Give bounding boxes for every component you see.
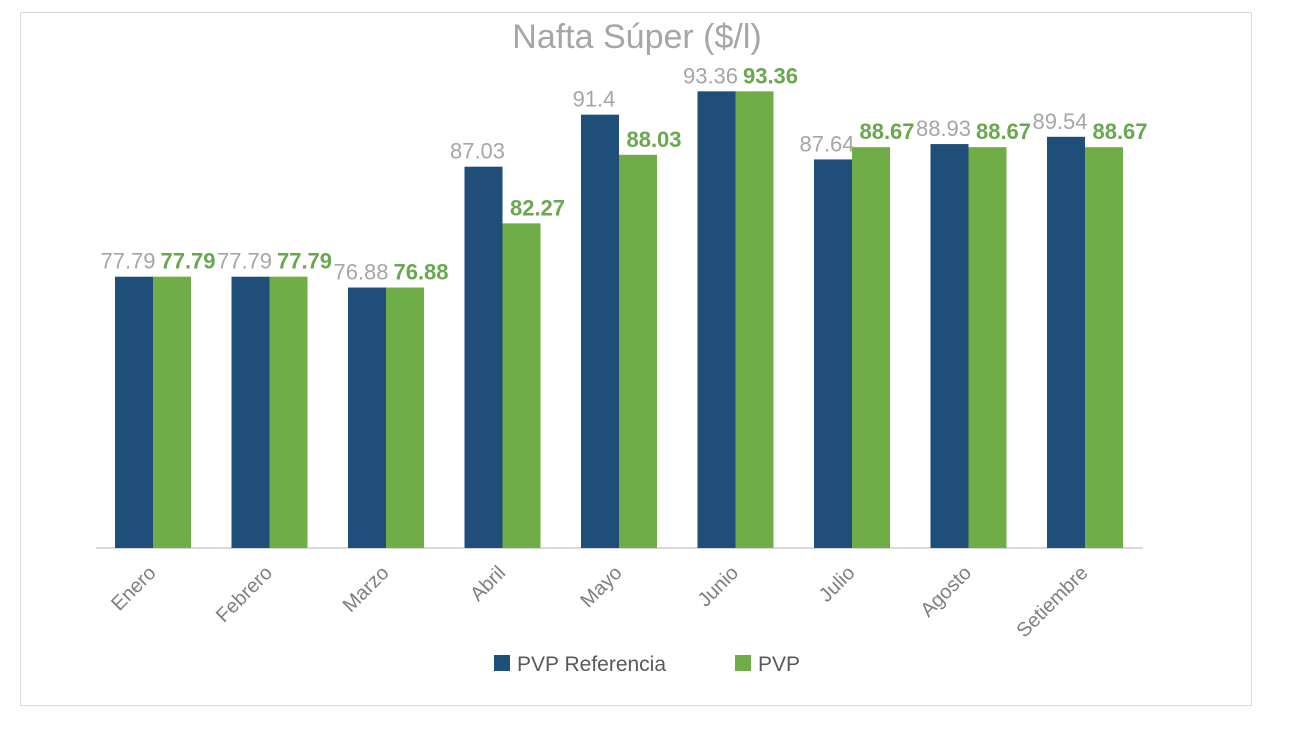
data-label-pvp-mayo: 88.03 bbox=[626, 127, 681, 152]
bar-pvp-setiembre bbox=[1085, 147, 1123, 548]
category-label-setiembre: Setiembre bbox=[1013, 562, 1093, 642]
bar-pvp-julio bbox=[852, 147, 890, 548]
data-label-pvp-referencia-agosto: 88.93 bbox=[916, 116, 971, 141]
category-label-marzo: Marzo bbox=[339, 562, 394, 617]
bar-pvp-referencia-junio bbox=[697, 91, 736, 548]
category-label-junio: Junio bbox=[694, 562, 743, 611]
category-label-agosto: Agosto bbox=[916, 562, 976, 622]
data-label-pvp-abril: 82.27 bbox=[510, 195, 565, 220]
bar-pvp-referencia-julio bbox=[814, 159, 852, 548]
bar-pvp-enero bbox=[153, 276, 191, 548]
legend-label-pvp: PVP bbox=[758, 653, 800, 676]
bar-pvp-referencia-marzo bbox=[348, 287, 386, 548]
bar-pvp-agosto bbox=[968, 147, 1007, 548]
bar-pvp-abril bbox=[502, 223, 541, 548]
bars-group bbox=[115, 91, 1123, 549]
category-label-enero: Enero bbox=[107, 562, 160, 615]
category-label-febrero: Febrero bbox=[212, 562, 277, 627]
legend-swatch-pvp bbox=[735, 655, 751, 671]
bar-pvp-referencia-abril bbox=[464, 166, 503, 548]
category-label-mayo: Mayo bbox=[576, 562, 626, 612]
data-label-pvp-marzo: 76.88 bbox=[393, 260, 448, 285]
data-label-pvp-febrero: 77.79 bbox=[277, 249, 332, 274]
legend-swatch-pvp-referencia bbox=[494, 655, 510, 671]
bar-pvp-referencia-agosto bbox=[930, 144, 969, 549]
bar-pvp-febrero bbox=[269, 276, 308, 548]
data-label-pvp-julio: 88.67 bbox=[859, 119, 914, 144]
data-label-pvp-referencia-setiembre: 89.54 bbox=[1032, 109, 1087, 134]
data-label-pvp-enero: 77.79 bbox=[160, 249, 215, 274]
chart-title: Nafta Súper ($/l) bbox=[512, 18, 761, 56]
category-labels-group: Enero Febrero Marzo Abril Mayo Junio Julio Agos… bbox=[107, 562, 1092, 642]
data-label-pvp-referencia-julio: 87.64 bbox=[799, 131, 854, 156]
data-label-pvp-agosto: 88.67 bbox=[976, 119, 1031, 144]
legend-label-pvp-referencia: PVP Referencia bbox=[517, 653, 666, 676]
bar-pvp-junio bbox=[735, 91, 774, 548]
category-label-abril: Abril bbox=[466, 562, 510, 606]
bar-pvp-marzo bbox=[386, 287, 424, 548]
data-label-pvp-setiembre: 88.67 bbox=[1092, 119, 1147, 144]
data-label-pvp-referencia-enero: 77.79 bbox=[100, 249, 155, 274]
data-labels-group: 77.79 77.79 77.79 77.79 76.88 76.8887.0382.27… bbox=[100, 63, 1147, 284]
data-label-pvp-junio: 93.36 bbox=[743, 63, 798, 88]
data-label-pvp-referencia-mayo: 91.4 bbox=[573, 87, 616, 112]
legend: PVP Referencia PVP bbox=[494, 653, 800, 676]
bar-pvp-referencia-febrero bbox=[231, 276, 270, 548]
data-label-pvp-referencia-febrero: 77.79 bbox=[217, 249, 272, 274]
data-label-pvp-referencia-abril: 87.03 bbox=[450, 139, 505, 164]
data-label-pvp-referencia-marzo: 76.88 bbox=[333, 260, 388, 285]
bar-pvp-referencia-setiembre bbox=[1047, 136, 1085, 549]
category-label-julio: Julio bbox=[815, 562, 860, 607]
data-label-pvp-referencia-junio: 93.36 bbox=[683, 63, 738, 88]
bar-pvp-referencia-enero bbox=[115, 276, 153, 548]
bar-pvp-referencia-mayo bbox=[581, 114, 619, 549]
bar-pvp-mayo bbox=[619, 154, 657, 549]
